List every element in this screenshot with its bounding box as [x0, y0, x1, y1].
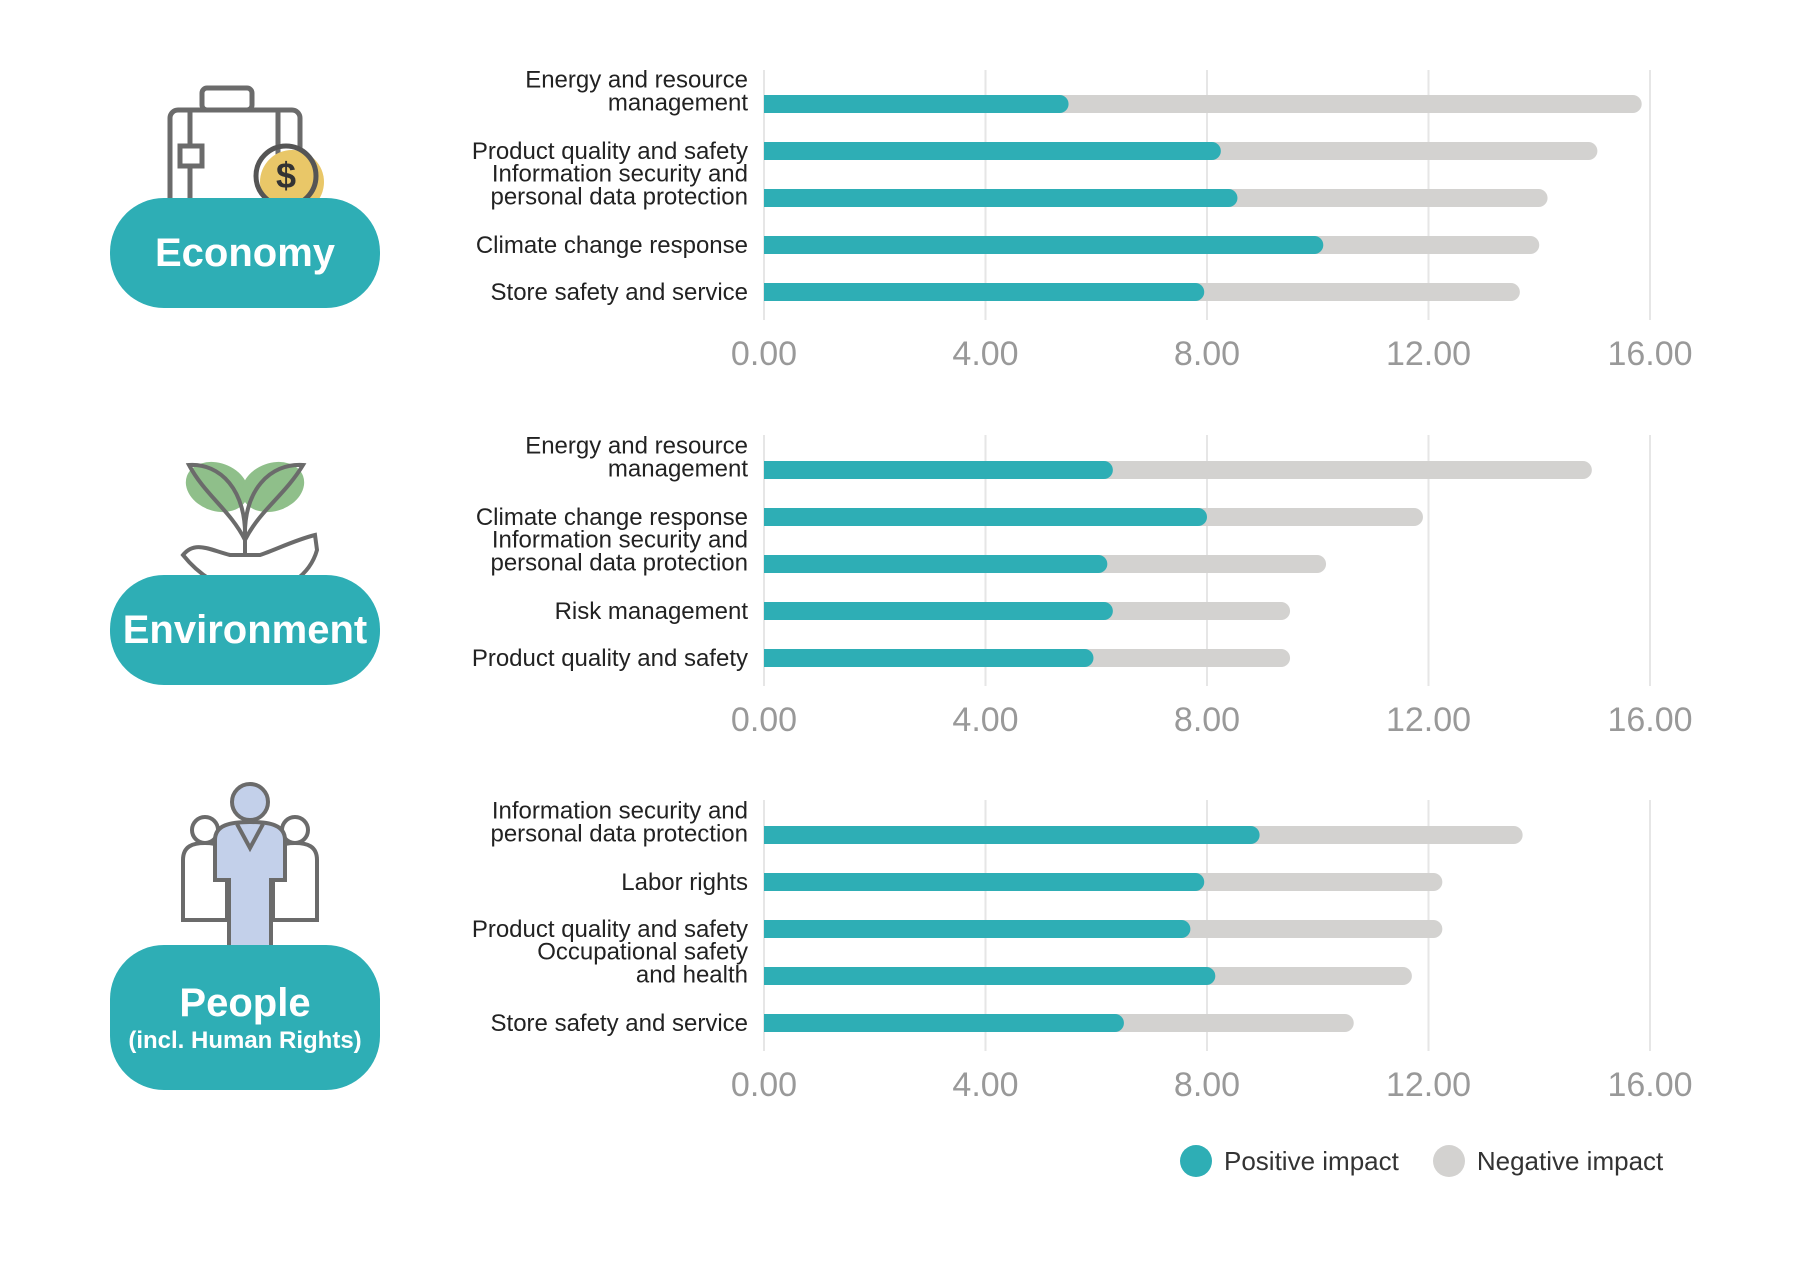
- bar-positive-start: [764, 873, 773, 891]
- category-label: and health: [636, 962, 748, 989]
- people-pill: People (incl. Human Rights): [110, 945, 380, 1090]
- legend-item-negative: Negative impact: [1432, 1145, 1664, 1177]
- x-tick-label: 12.00: [1386, 701, 1471, 739]
- category-label: Energy and resource: [525, 67, 748, 94]
- legend-swatch-negative: [1432, 1145, 1465, 1177]
- legend: Positive impact Negative impact: [1180, 1145, 1697, 1177]
- economy-pill: Economy: [110, 198, 380, 308]
- x-tick-label: 0.00: [731, 1066, 797, 1104]
- x-tick-label: 8.00: [1174, 1066, 1240, 1104]
- category-label: Information security and: [492, 161, 748, 188]
- people-group-icon: [181, 782, 319, 957]
- bar-positive-start: [764, 967, 773, 985]
- x-tick-label: 16.00: [1607, 1066, 1692, 1104]
- bar-positive-start: [764, 95, 773, 113]
- category-label: Labor rights: [621, 869, 748, 896]
- category-label: personal data protection: [490, 184, 748, 211]
- bar-positive-start: [764, 1014, 773, 1032]
- x-tick-label: 16.00: [1607, 701, 1692, 739]
- x-tick-label: 4.00: [952, 701, 1018, 739]
- bar-positive-start: [764, 189, 773, 207]
- x-tick-label: 8.00: [1174, 335, 1240, 373]
- bar-positive-start: [764, 555, 773, 573]
- bar-positive-start: [764, 461, 773, 479]
- briefcase-coin-icon: $: [167, 85, 324, 214]
- panel-subtitle: (incl. Human Rights): [128, 1026, 362, 1054]
- bar-positive-start: [764, 649, 773, 667]
- legend-label-negative: Negative impact: [1476, 1145, 1664, 1176]
- x-tick-label: 4.00: [952, 1066, 1018, 1104]
- legend-item-positive: Positive impact: [1180, 1145, 1399, 1177]
- x-tick-label: 12.00: [1386, 1066, 1471, 1104]
- x-tick-label: 4.00: [952, 335, 1018, 373]
- x-tick-label: 12.00: [1386, 335, 1471, 373]
- legend-label-positive: Positive impact: [1224, 1145, 1399, 1176]
- category-label: Climate change response: [476, 232, 748, 259]
- panel-title: People: [179, 980, 311, 1025]
- category-label: Store safety and service: [491, 279, 748, 306]
- bar-positive-start: [764, 602, 773, 620]
- bar-positive-start: [764, 508, 773, 526]
- category-label: Product quality and safety: [472, 138, 748, 165]
- category-label: Product quality and safety: [472, 645, 748, 672]
- category-label: Climate change response: [476, 504, 748, 531]
- bar-positive-start: [764, 826, 773, 844]
- environment-pill: Environment: [110, 575, 380, 685]
- x-tick-label: 8.00: [1174, 701, 1240, 739]
- category-label: management: [608, 456, 748, 483]
- panel-title: Economy: [154, 231, 336, 275]
- svg-text:$: $: [276, 155, 296, 196]
- x-tick-label: 0.00: [731, 335, 797, 373]
- category-label: Energy and resource: [525, 433, 748, 460]
- category-label: Risk management: [555, 598, 749, 625]
- bar-positive-start: [764, 283, 773, 301]
- bar-positive-start: [764, 236, 773, 254]
- legend-swatch-positive: [1180, 1145, 1212, 1177]
- category-label: Occupational safety: [537, 939, 748, 966]
- category-label: Information security and: [492, 798, 748, 825]
- x-tick-label: 0.00: [731, 701, 797, 739]
- economy-panel: $ Economy: [0, 0, 1795, 400]
- x-tick-label: 16.00: [1607, 335, 1692, 373]
- people-panel: People (incl. Human Rights): [0, 0, 1795, 1090]
- category-label: management: [608, 90, 748, 117]
- bar-positive-start: [764, 920, 773, 938]
- category-label: personal data protection: [490, 550, 748, 577]
- category-label: Product quality and safety: [472, 916, 748, 943]
- panel-title: Environment: [122, 608, 368, 652]
- category-label: personal data protection: [490, 821, 748, 848]
- environment-panel: Environment: [0, 0, 1795, 685]
- category-label: Store safety and service: [491, 1010, 748, 1037]
- category-label: Information security and: [492, 527, 748, 554]
- bar-positive-start: [764, 142, 773, 160]
